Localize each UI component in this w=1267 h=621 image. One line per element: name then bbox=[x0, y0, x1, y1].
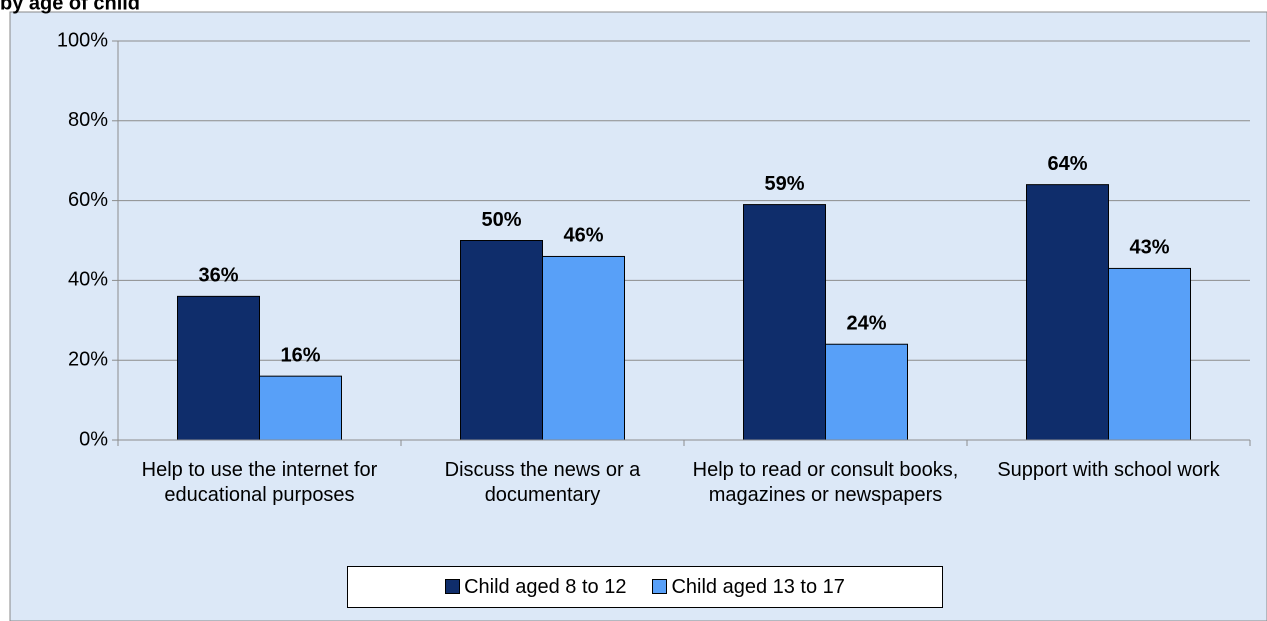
bar bbox=[460, 240, 543, 441]
data-label: 46% bbox=[563, 225, 603, 247]
data-label: 24% bbox=[846, 313, 886, 335]
legend-swatch bbox=[652, 578, 668, 594]
legend-item: Child aged 8 to 12 bbox=[445, 576, 626, 599]
chart-title: by age of child bbox=[0, 0, 140, 14]
x-tick-label: Help to read or consult books, magazines… bbox=[692, 459, 959, 506]
legend-swatch bbox=[445, 578, 461, 594]
data-label: 36% bbox=[198, 265, 238, 287]
legend-item: Child aged 13 to 17 bbox=[652, 575, 845, 599]
data-label: 64% bbox=[1047, 153, 1087, 175]
y-tick-label: 80% bbox=[68, 109, 108, 131]
data-label: 50% bbox=[481, 209, 521, 231]
x-tick-label: Discuss the news or a documentary bbox=[444, 459, 641, 506]
y-tick-label: 60% bbox=[68, 189, 108, 211]
x-tick-label: Help to use the internet for educational… bbox=[141, 459, 378, 506]
bar bbox=[542, 255, 625, 441]
legend: Child aged 8 to 12 Child aged 13 to 17 bbox=[347, 566, 943, 608]
x-tick-label: Support with school work bbox=[997, 459, 1220, 481]
data-label: 43% bbox=[1129, 237, 1169, 259]
bar bbox=[743, 204, 826, 441]
y-tick-label: 100% bbox=[57, 29, 108, 51]
y-tick-label: 20% bbox=[68, 348, 108, 370]
bar bbox=[1026, 184, 1109, 441]
y-tick-label: 40% bbox=[68, 269, 108, 291]
data-label: 16% bbox=[280, 344, 320, 366]
legend-label: Child aged 8 to 12 bbox=[464, 575, 627, 598]
data-label: 59% bbox=[764, 173, 804, 195]
bar bbox=[825, 343, 908, 441]
legend-label: Child aged 13 to 17 bbox=[671, 575, 845, 598]
bar bbox=[259, 375, 342, 441]
bar bbox=[177, 295, 260, 441]
y-tick-label: 0% bbox=[79, 428, 108, 450]
bar bbox=[1108, 267, 1191, 441]
